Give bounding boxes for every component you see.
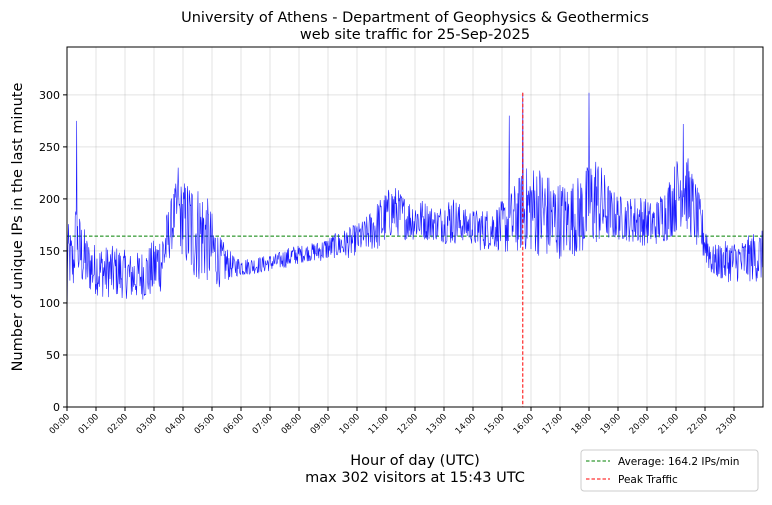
x-tick-label: 07:00	[251, 412, 275, 436]
y-axis-label: Number of unique IPs in the last minute	[10, 83, 26, 372]
x-tick-label: 13:00	[425, 412, 449, 436]
x-tick-label: 09:00	[309, 412, 333, 436]
y-tick-label: 250	[39, 141, 60, 154]
y-tick-label: 50	[46, 349, 60, 362]
x-tick-label: 12:00	[396, 412, 420, 436]
chart-subtitle: web site traffic for 25-Sep-2025	[300, 27, 530, 43]
traffic-series-line	[66, 92, 763, 335]
x-tick-label: 08:00	[280, 412, 304, 436]
x-tick-label: 20:00	[628, 412, 652, 436]
x-tick-label: 19:00	[599, 412, 623, 436]
chart-title: University of Athens - Department of Geo…	[181, 10, 649, 26]
x-tick-label: 22:00	[686, 412, 710, 436]
x-axis-ticks: 00:00 01:00 02:00 03:00 04:00 05:00 06:00 07:00…	[48, 407, 739, 436]
x-tick-label: 17:00	[541, 412, 565, 436]
legend-peak-label: Peak Traffic	[618, 474, 678, 486]
y-axis-ticks: 0 50 100 150 200 250 300	[39, 89, 67, 414]
y-tick-label: 150	[39, 245, 60, 258]
x-tick-label: 02:00	[106, 412, 130, 436]
y-tick-label: 300	[39, 89, 60, 102]
x-tick-label: 04:00	[164, 412, 188, 436]
x-tick-label: 03:00	[135, 412, 159, 436]
x-tick-label: 14:00	[454, 412, 478, 436]
x-tick-label: 01:00	[77, 412, 101, 436]
x-tick-label: 00:00	[48, 412, 72, 436]
x-tick-label: 16:00	[512, 412, 536, 436]
x-tick-label: 10:00	[338, 412, 362, 436]
legend: Average: 164.2 IPs/min Peak Traffic	[580, 449, 759, 492]
x-tick-label: 15:00	[483, 412, 507, 436]
y-tick-label: 100	[39, 297, 60, 310]
x-axis-note: max 302 visitors at 15:43 UTC	[305, 470, 525, 486]
legend-box	[580, 449, 759, 492]
x-tick-label: 18:00	[570, 412, 594, 436]
legend-average-label: Average: 164.2 IPs/min	[618, 456, 739, 468]
y-tick-label: 200	[39, 193, 60, 206]
x-tick-label: 23:00	[715, 412, 739, 436]
series-group	[66, 92, 763, 335]
y-tick-label: 0	[53, 401, 60, 414]
x-tick-label: 05:00	[193, 412, 217, 436]
x-tick-label: 21:00	[657, 412, 681, 436]
x-tick-label: 06:00	[222, 412, 246, 436]
x-axis-label: Hour of day (UTC)	[350, 453, 479, 469]
x-tick-label: 11:00	[367, 412, 391, 436]
